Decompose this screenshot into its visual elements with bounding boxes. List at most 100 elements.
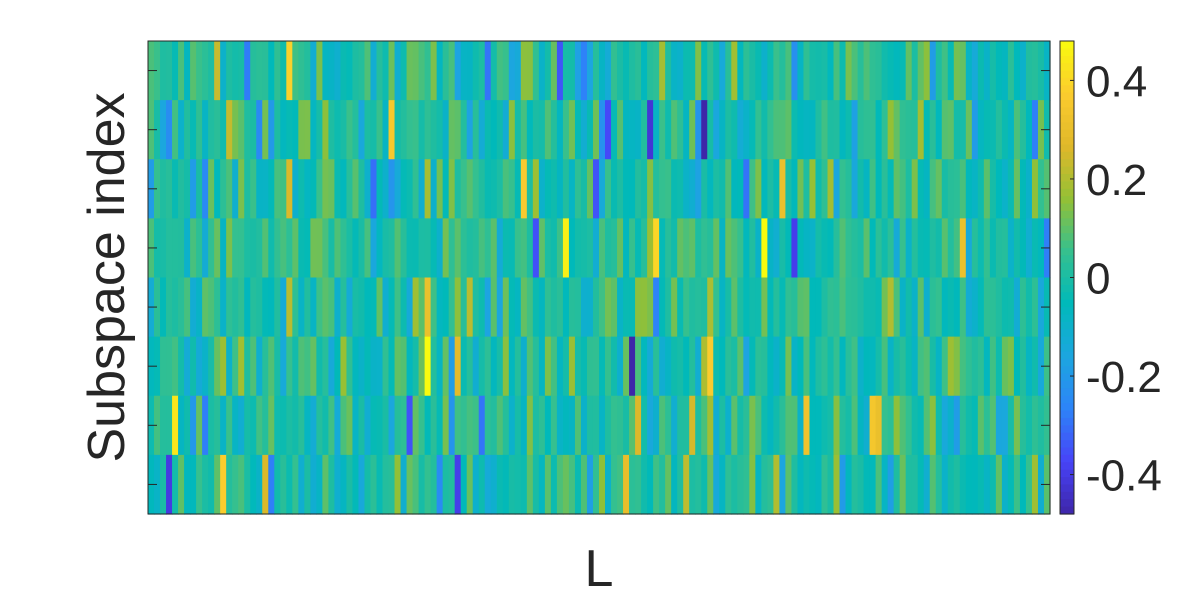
heatmap-cell [190, 277, 197, 338]
heatmap-cell [316, 395, 323, 456]
heatmap-cell [629, 454, 636, 515]
colorbar-segment [1060, 417, 1074, 426]
heatmap-cell [647, 218, 654, 279]
heatmap-cell [178, 100, 185, 160]
heatmap-cell [977, 395, 985, 456]
heatmap-cell [905, 218, 913, 279]
heatmap-cell [532, 277, 540, 338]
heatmap-cell [184, 41, 191, 101]
heatmap-cell [1013, 395, 1021, 456]
heatmap-cell [484, 395, 492, 456]
heatmap-cell [232, 336, 239, 397]
heatmap-cell [779, 218, 787, 279]
heatmap-cell [635, 454, 642, 515]
colorbar-segment [1060, 159, 1074, 168]
heatmap-cell [971, 100, 979, 160]
heatmap-cell [923, 100, 931, 160]
heatmap-cell [923, 336, 931, 397]
heatmap-cell [641, 395, 648, 456]
heatmap-cell [761, 41, 768, 101]
heatmap-cell [292, 100, 299, 160]
heatmap-cell [833, 218, 841, 279]
heatmap-cell [665, 454, 672, 515]
heatmap-cell [773, 395, 780, 456]
heatmap-cell [442, 336, 450, 397]
heatmap-cell [737, 277, 744, 338]
heatmap-cell [262, 454, 269, 515]
heatmap-cell [400, 100, 408, 160]
heatmap-cell [713, 277, 720, 338]
heatmap-cell [623, 218, 630, 279]
heatmap-cell [568, 159, 576, 219]
heatmap-cell [989, 277, 997, 338]
heatmap-cell [268, 100, 275, 160]
colorbar-segment [1060, 336, 1074, 345]
heatmap-cell [268, 454, 275, 515]
heatmap-cell [773, 159, 780, 219]
heatmap-cell [328, 395, 336, 456]
heatmap-cell [388, 277, 396, 338]
heatmap-cell [472, 454, 480, 515]
heatmap-cell [214, 454, 221, 515]
heatmap-cell [791, 41, 799, 101]
heatmap-cell [520, 100, 528, 160]
heatmap-cell [280, 159, 287, 219]
heatmap-cell [833, 41, 841, 101]
colorbar-segment [1060, 462, 1074, 471]
colorbar-segment [1060, 477, 1074, 486]
heatmap-cell [418, 336, 426, 397]
heatmap-cell [214, 336, 221, 397]
heatmap-cell [418, 41, 426, 101]
heatmap-cell [262, 159, 269, 219]
heatmap-cell [1025, 277, 1033, 338]
heatmap-cell [677, 336, 684, 397]
heatmap-cell [749, 395, 756, 456]
heatmap-cell [514, 41, 522, 101]
heatmap-cell [971, 159, 979, 219]
heatmap-cell [550, 336, 558, 397]
heatmap-cell [659, 454, 666, 515]
heatmap-cell [580, 395, 588, 456]
heatmap-cell [532, 218, 540, 279]
heatmap-cell [707, 277, 714, 338]
heatmap-cell [394, 395, 402, 456]
heatmap-cell [466, 336, 474, 397]
heatmap-cell [526, 218, 534, 279]
heatmap-cell [731, 277, 738, 338]
heatmap-cell [959, 336, 967, 397]
heatmap-cell [412, 395, 420, 456]
heatmap-cell [827, 218, 835, 279]
heatmap-cell [490, 159, 498, 219]
heatmap-cell [208, 159, 215, 219]
heatmap-cell [244, 395, 251, 456]
heatmap-cell [538, 277, 546, 338]
colorbar-segment [1060, 373, 1074, 382]
heatmap-cell [791, 218, 799, 279]
heatmap-cell [514, 336, 522, 397]
heatmap-cell [484, 336, 492, 397]
heatmap-cell [394, 218, 402, 279]
heatmap-cell [977, 277, 985, 338]
colorbar-segment [1060, 203, 1074, 212]
heatmap-cell [797, 454, 805, 515]
heatmap-cell [887, 395, 895, 456]
heatmap-cell [532, 395, 540, 456]
heatmap-cell [244, 218, 251, 279]
heatmap-cell [376, 277, 384, 338]
heatmap-cell [592, 159, 600, 219]
heatmap-cell [532, 336, 540, 397]
heatmap-cell [707, 454, 714, 515]
y-axis-label: Subspace index [78, 92, 136, 462]
heatmap-cell [454, 336, 462, 397]
heatmap-cell [316, 454, 323, 515]
heatmap-cell [629, 41, 636, 101]
heatmap-cell [971, 454, 979, 515]
heatmap-cell [166, 395, 173, 456]
heatmap-cell [292, 218, 299, 279]
heatmap-cell [448, 277, 456, 338]
heatmap-cell [346, 159, 354, 219]
heatmap-cell [478, 159, 486, 219]
heatmap-cell [779, 41, 787, 101]
heatmap-cell [965, 41, 973, 101]
